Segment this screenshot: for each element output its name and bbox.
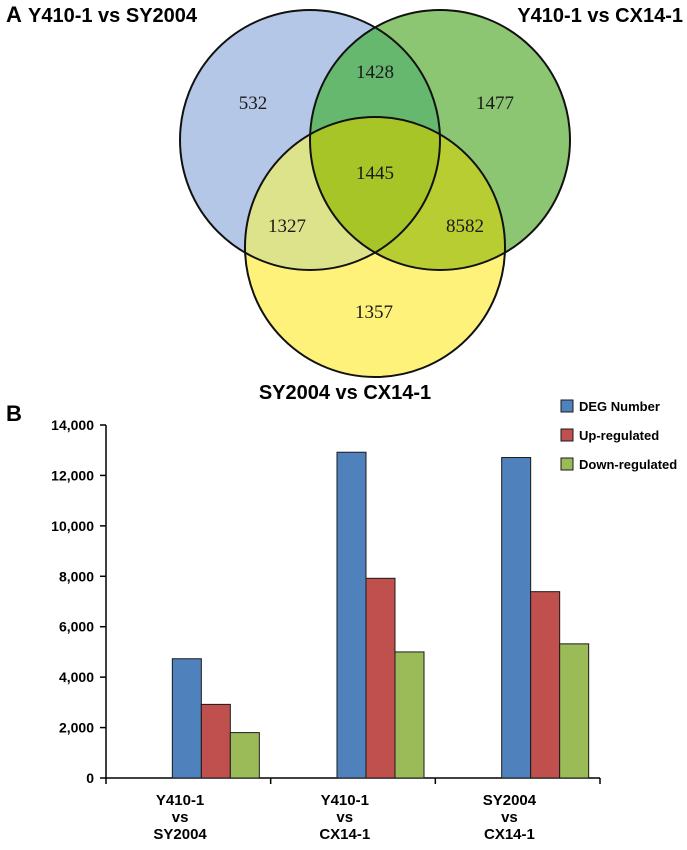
legend-swatch — [560, 399, 574, 413]
x-category-label: vs — [172, 809, 189, 826]
x-category-label: vs — [501, 809, 518, 826]
y-tick-label: 10,000 — [51, 518, 94, 534]
bar — [200, 703, 231, 779]
bar — [365, 577, 396, 779]
venn-set-1-title: Y410-1 vs SY2004 — [28, 5, 198, 27]
x-category-label: Y410-1 — [156, 792, 204, 809]
panel-b-label: B — [6, 401, 22, 426]
y-tick-label: 8,000 — [59, 568, 94, 584]
y-tick-label: 4,000 — [59, 669, 94, 685]
y-tick-label: 0 — [86, 770, 94, 786]
x-category-label: CX14-1 — [319, 826, 370, 843]
venn-region-3-only: 1357 — [355, 302, 393, 323]
venn-region-1-3: 1327 — [268, 216, 306, 237]
x-category-label: SY2004 — [153, 826, 207, 843]
venn-circle-2-outline — [309, 9, 571, 271]
y-tick-label: 12,000 — [51, 467, 94, 483]
venn-set-3-title: SY2004 vs CX14-1 — [259, 382, 431, 404]
panel-a-label: A — [6, 2, 22, 27]
y-tick-label: 6,000 — [59, 619, 94, 635]
legend-label: Down-regulated — [579, 457, 677, 472]
legend-swatch — [560, 457, 574, 471]
bar — [171, 658, 202, 779]
bar — [394, 651, 425, 779]
legend-label: Up-regulated — [579, 428, 659, 443]
y-tick-label: 14,000 — [51, 417, 94, 433]
bar — [229, 732, 260, 779]
x-category-label: Y410-1 — [321, 792, 369, 809]
legend-swatch — [560, 428, 574, 442]
x-category-label: vs — [336, 809, 353, 826]
bar — [501, 457, 532, 779]
venn-set-2-title: Y410-1 vs CX14-1 — [517, 5, 683, 27]
venn-overlap-1-2-3 — [310, 117, 440, 270]
x-category-label: SY2004 — [483, 792, 537, 809]
bar — [530, 591, 561, 779]
venn-region-1-2: 1428 — [356, 62, 394, 83]
x-category-label: CX14-1 — [484, 826, 535, 843]
bar — [559, 643, 590, 779]
venn-circle-3-outline — [244, 116, 506, 378]
y-tick-label: 2,000 — [59, 720, 94, 736]
bar-chart: 0 2,000 4,000 6,000 8,000 10,000 12,000 14,000 Y… — [51, 399, 677, 843]
venn-circle-1-outline — [179, 9, 441, 271]
venn-region-1-only: 532 — [239, 93, 268, 114]
venn-region-2-3: 8582 — [446, 216, 484, 237]
venn-diagram: 532 1477 1357 1428 1327 8582 1445 — [179, 9, 571, 378]
legend-label: DEG Number — [579, 399, 660, 414]
venn-region-1-2-3: 1445 — [356, 163, 394, 184]
venn-region-2-only: 1477 — [476, 93, 514, 114]
bar — [336, 451, 367, 779]
